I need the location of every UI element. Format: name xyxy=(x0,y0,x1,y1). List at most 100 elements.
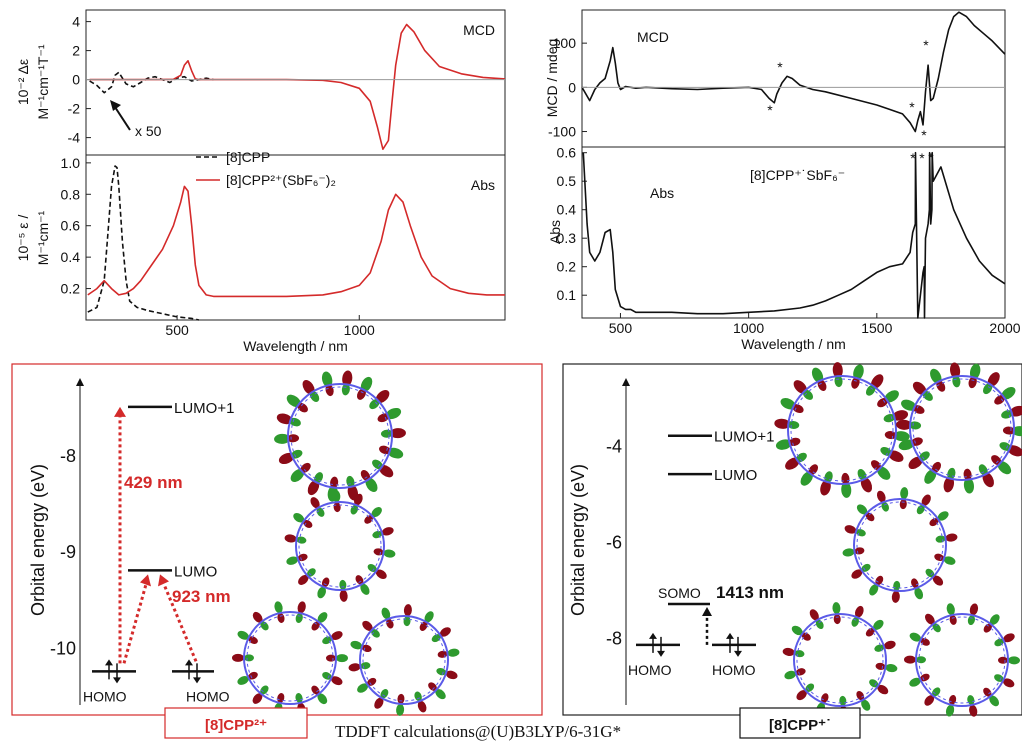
lobe-7-10-b xyxy=(869,679,879,688)
lobe-4-6-a xyxy=(780,398,796,410)
lobe-8-2-b xyxy=(920,638,930,646)
lobe-7-4-b xyxy=(815,619,824,630)
legend-label-cpp: [8]CPP xyxy=(226,149,270,165)
lobe-6-4-b xyxy=(865,512,875,522)
lobe-8-11-a xyxy=(969,704,978,717)
lobe-1-1-b xyxy=(355,575,364,585)
lobe-1-13-b xyxy=(373,548,384,556)
lobe-5-1-b xyxy=(931,461,941,473)
lobe-0-14-a xyxy=(360,376,373,392)
bl-transition-923-a-head xyxy=(140,574,151,587)
br-y-axis-arrow xyxy=(622,378,630,386)
lobe-4-10-a xyxy=(853,364,864,381)
lobe-1-11-b xyxy=(364,515,374,524)
tr_abs-xtick-label-2: 1500 xyxy=(861,320,892,336)
lobe-0-15-a xyxy=(375,390,390,404)
bl-label-429: 429 nm xyxy=(124,473,183,492)
ring-bond-inner-2 xyxy=(246,614,334,702)
lobe-3-7-a xyxy=(381,607,391,620)
lobe-3-12-b xyxy=(436,667,447,676)
br-level-lumo1-label: LUMO+1 xyxy=(714,429,774,446)
lobe-3-9-b xyxy=(419,621,428,631)
lobe-4-11-b xyxy=(865,384,876,396)
lobe-0-15-b xyxy=(369,399,380,410)
lobe-4-5-b xyxy=(787,420,800,429)
br-label-1413: 1413 nm xyxy=(716,583,784,602)
ring-bond-3 xyxy=(359,615,449,705)
lobe-4-2-b xyxy=(808,464,819,476)
ring-bond-2 xyxy=(243,611,337,705)
tr-mcd-asterisk-4: * xyxy=(923,37,929,53)
lobe-8-7-a xyxy=(1003,633,1015,643)
lobe-1-9-b xyxy=(333,502,341,513)
lobe-3-6-a xyxy=(362,620,373,631)
lobe-4-9-b xyxy=(834,375,843,388)
tl_abs-xtick-label-1: 1000 xyxy=(344,322,375,338)
lobe-2-7-a xyxy=(252,611,263,623)
br-caption-box xyxy=(739,707,861,739)
lobe-1-12-a xyxy=(381,527,394,536)
lobe-6-11-a xyxy=(932,575,944,586)
lobe-5-0-a xyxy=(943,476,955,493)
tr_abs-frame xyxy=(581,146,1006,319)
tl-abs-title: Abs xyxy=(471,177,495,193)
bl-transition-923-b-head xyxy=(158,574,169,587)
tr_abs-xtick-label-3: 2000 xyxy=(989,320,1020,336)
lobe-5-10-b xyxy=(983,383,993,395)
br-spin-a xyxy=(649,632,665,657)
lobe-6-10-a xyxy=(943,556,956,565)
lobe-5-12-a xyxy=(1009,405,1022,417)
tl_mcd-ytick-label-1: 2 xyxy=(72,43,80,59)
lobe-8-2-a xyxy=(909,632,921,642)
lobe-7-6-a xyxy=(854,605,864,618)
lobe-5-15-b xyxy=(991,455,1002,466)
lobe-5-17-b xyxy=(963,468,972,481)
lobe-6-10-b xyxy=(934,553,944,561)
tr-mcd-asterisk-0: * xyxy=(767,102,773,118)
lobe-4-11-a xyxy=(871,374,884,389)
lobe-2-11-b xyxy=(322,636,332,645)
lobe-7-7-b xyxy=(865,628,875,637)
lobe-5-16-b xyxy=(978,464,988,476)
lobe-6-7-b xyxy=(916,504,925,515)
lobe-2-8-a xyxy=(274,601,283,614)
tr-mcd-ylabel: MCD / mdeg xyxy=(544,39,560,118)
lobe-0-6-a xyxy=(290,468,305,482)
lobe-1-4-a xyxy=(298,574,309,585)
lobe-8-8-a xyxy=(1007,656,1020,665)
bl-y-axis-arrow xyxy=(76,378,84,386)
tr-mcd-asterisk-3: * xyxy=(921,127,927,143)
tl_mcd-ytick-label-4: -4 xyxy=(68,130,81,146)
lobe-0-12-a xyxy=(321,371,333,388)
lobe-6-13-a xyxy=(891,590,900,603)
lobe-8-0-b xyxy=(920,673,930,682)
lobe-2-9-b xyxy=(295,613,303,623)
lobe-5-2-a xyxy=(908,456,923,470)
lobe-5-3-a xyxy=(898,439,915,451)
lobe-5-8-b xyxy=(952,375,961,388)
lobe-5-16-a xyxy=(982,472,994,488)
lobe-3-5-a xyxy=(350,640,363,650)
lobe-5-4-b xyxy=(909,421,922,430)
lobe-4-8-a xyxy=(811,367,824,383)
tl_abs-series-0 xyxy=(87,165,200,321)
lobe-7-0-a xyxy=(796,690,807,701)
lobe-3-0-a xyxy=(417,700,427,713)
tl_abs-ytick-label-4: 0.2 xyxy=(61,281,81,297)
lobe-5-11-a xyxy=(1001,386,1016,400)
lobe-6-12-a xyxy=(914,587,924,600)
lobe-5-11-b xyxy=(994,394,1005,405)
lobe-5-6-a xyxy=(912,381,927,395)
lobe-2-7-b xyxy=(260,621,269,631)
lobe-0-11-a xyxy=(302,380,315,395)
tl_abs-ytick-label-1: 0.8 xyxy=(61,186,81,202)
lobe-6-6-b xyxy=(899,499,907,510)
lobe-2-8-b xyxy=(277,613,285,623)
lobe-0-17-a xyxy=(389,428,406,439)
lobe-1-10-a xyxy=(354,493,363,506)
lobe-7-5-a xyxy=(832,602,841,615)
lobe-7-0-b xyxy=(805,683,815,692)
orbital-ring-8 xyxy=(904,603,1020,717)
lobe-8-1-b xyxy=(916,656,927,664)
